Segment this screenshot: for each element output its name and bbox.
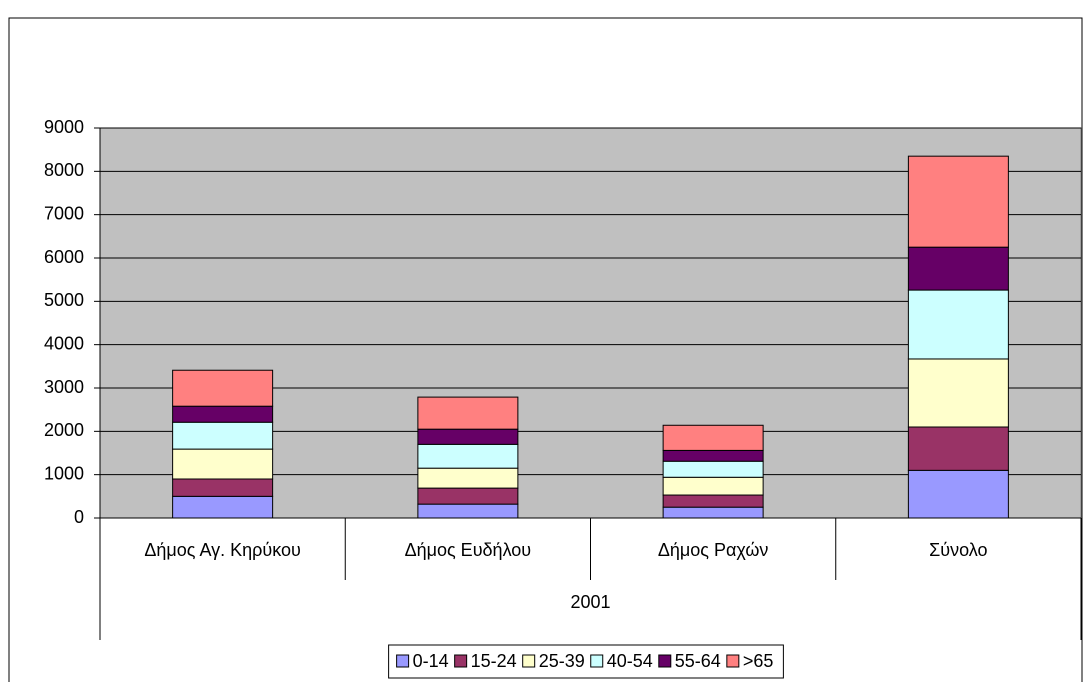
bar-segment xyxy=(907,155,1009,248)
bar-segment xyxy=(417,443,519,469)
x-tick-label: Δήμος Ευδήλου xyxy=(405,540,532,560)
y-tick-label: 3000 xyxy=(44,377,84,397)
x-tick-label: Σύνολο xyxy=(929,540,987,560)
bar-segment xyxy=(662,460,764,478)
bar-segment xyxy=(662,494,764,508)
bar-segment xyxy=(172,369,274,407)
bar-segment xyxy=(172,405,274,423)
y-tick-label: 7000 xyxy=(44,203,84,223)
bar-segment xyxy=(662,476,764,496)
bar-segment xyxy=(662,506,764,519)
bar-segment xyxy=(907,289,1009,360)
legend-label: 55-64 xyxy=(675,651,721,671)
legend-swatch xyxy=(726,654,740,668)
bar-segment xyxy=(907,426,1009,471)
legend-swatch xyxy=(522,654,536,668)
bar-segment xyxy=(172,478,274,497)
legend-label: 0-14 xyxy=(413,651,449,671)
y-tick-label: 1000 xyxy=(44,463,84,483)
legend xyxy=(388,644,784,679)
x-tick-label: Δήμος Αγ. Κηρύκου xyxy=(144,540,301,560)
bar-segment xyxy=(417,503,519,519)
legend-swatch xyxy=(590,654,604,668)
legend-label: 15-24 xyxy=(471,651,517,671)
bar-segment xyxy=(417,487,519,505)
x-tick-label: Δήμος Ραχών xyxy=(658,540,769,560)
bar-segment xyxy=(907,358,1009,428)
y-tick-label: 0 xyxy=(74,507,84,527)
bar-segment xyxy=(662,424,764,451)
bar-segment xyxy=(907,246,1009,291)
category-group-label: 2001 xyxy=(570,592,610,612)
y-tick-label: 5000 xyxy=(44,290,84,310)
y-tick-label: 8000 xyxy=(44,160,84,180)
legend-label: 25-39 xyxy=(539,651,585,671)
legend-swatch xyxy=(396,654,410,668)
bar-segment xyxy=(417,467,519,489)
y-tick-label: 2000 xyxy=(44,420,84,440)
bar-segment xyxy=(172,495,274,519)
y-tick-label: 9000 xyxy=(44,117,84,137)
bar-segment xyxy=(172,421,274,450)
bar-segment xyxy=(907,469,1009,519)
legend-swatch xyxy=(658,654,672,668)
legend-label: 40-54 xyxy=(607,651,653,671)
bar-segment xyxy=(417,396,519,430)
legend-label: >65 xyxy=(743,651,774,671)
bar-segment xyxy=(417,428,519,445)
y-tick-label: 4000 xyxy=(44,333,84,353)
legend-swatch xyxy=(454,654,468,668)
bar-segment xyxy=(662,449,764,462)
bar-segment xyxy=(172,448,274,480)
y-tick-label: 6000 xyxy=(44,247,84,267)
